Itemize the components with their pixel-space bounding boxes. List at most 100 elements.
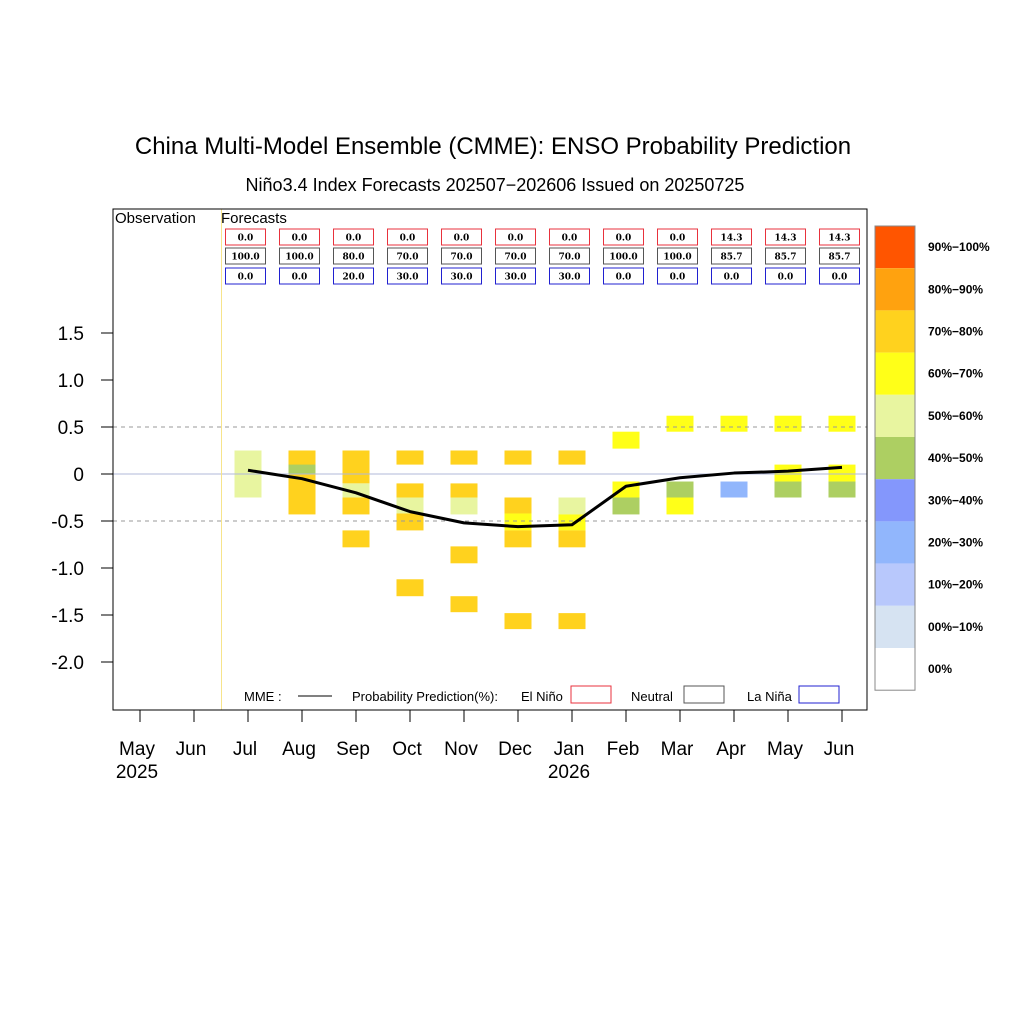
- y-tick-label: 0.5: [58, 418, 84, 439]
- prob-box-la-nina: [549, 267, 590, 285]
- prob-cell: [504, 613, 532, 630]
- legend-neutral-swatch: [683, 685, 725, 704]
- x-tick-label: Jan: [554, 739, 585, 760]
- prob-box-el-nino: [549, 228, 590, 246]
- prob-cell: [720, 481, 748, 498]
- prob-cell: [288, 464, 316, 474]
- x-tick-label: Feb: [607, 739, 640, 760]
- prob-box-el-nino: [333, 228, 374, 246]
- prob-box-la-nina: [225, 267, 266, 285]
- colorbar: 90%−100% 80%−90% 70%−80% 60%−70% 50%−60% 40%−…: [874, 225, 990, 691]
- prob-value-la-nina: 0.0: [724, 273, 740, 283]
- y-tick-label: -2.0: [51, 653, 84, 674]
- x-axis: May Jun Jul Aug Sep Oct Nov Dec Jan Feb Mar Apr May J…: [116, 710, 854, 783]
- x-tick-label: Mar: [661, 739, 694, 760]
- prob-value-la-nina: 30.0: [505, 273, 527, 283]
- prob-box-neutral: [279, 247, 320, 265]
- colorbar-label: 60%−70%: [928, 367, 983, 381]
- prob-box-el-nino: [765, 228, 806, 246]
- x-year-label: 2026: [548, 762, 590, 783]
- prob-cell: [342, 474, 370, 484]
- prob-value-neutral: 70.0: [505, 253, 527, 263]
- prob-value-el-nino: 0.0: [508, 234, 524, 244]
- legend-prob-label: Probability Prediction(%):: [352, 689, 498, 704]
- prob-value-neutral: 70.0: [559, 253, 581, 263]
- prob-value-el-nino: 0.0: [454, 234, 470, 244]
- prob-value-la-nina: 0.0: [616, 273, 632, 283]
- legend-neutral-label: Neutral: [631, 689, 673, 704]
- prob-value-el-nino: 0.0: [400, 234, 416, 244]
- prob-box-la-nina: [387, 267, 428, 285]
- colorbar-swatch: [875, 563, 915, 606]
- y-tick-label: -1.5: [51, 606, 84, 627]
- prob-value-el-nino: 0.0: [562, 234, 578, 244]
- prob-cell: [504, 450, 532, 465]
- x-tick-label: Dec: [498, 739, 532, 760]
- colorbar-label: 00%−10%: [928, 620, 983, 634]
- prob-box-neutral: [711, 247, 752, 265]
- prob-value-neutral: 85.7: [829, 253, 851, 263]
- prob-box-neutral: [495, 247, 536, 265]
- x-tick-label: May: [767, 739, 803, 760]
- x-tick-label: May: [119, 739, 155, 760]
- prob-box-el-nino: [711, 228, 752, 246]
- prob-value-el-nino: 0.0: [292, 234, 308, 244]
- prob-cell: [558, 530, 586, 548]
- prob-box-neutral: [387, 247, 428, 265]
- colorbar-label: 80%−90%: [928, 282, 983, 296]
- prob-cell: [504, 497, 532, 514]
- prob-value-la-nina: 0.0: [670, 273, 686, 283]
- prob-cell: [342, 530, 370, 548]
- prob-box-el-nino: [603, 228, 644, 246]
- y-tick-label: 1.5: [58, 324, 84, 345]
- colorbar-swatch: [875, 521, 915, 564]
- prob-cell: [396, 450, 424, 465]
- prob-value-el-nino: 0.0: [670, 234, 686, 244]
- prob-value-el-nino: 14.3: [721, 234, 743, 244]
- observation-label: Observation: [115, 210, 196, 227]
- colorbar-label: 10%−20%: [928, 578, 983, 592]
- colorbar-swatch: [875, 226, 915, 269]
- colorbar-label: 50%−60%: [928, 409, 983, 423]
- prob-value-el-nino: 0.0: [346, 234, 362, 244]
- prob-value-la-nina: 30.0: [451, 273, 473, 283]
- prob-cell: [450, 546, 478, 564]
- colorbar-label: 20%−30%: [928, 536, 983, 550]
- legend-la-nina-label: La Niña: [747, 689, 793, 704]
- prob-value-la-nina: 30.0: [559, 273, 581, 283]
- prob-box-la-nina: [711, 267, 752, 285]
- prob-cell: [558, 450, 586, 465]
- colorbar-swatch: [875, 394, 915, 437]
- prob-cell: [612, 431, 640, 449]
- colorbar-label: 00%: [928, 662, 952, 676]
- mme-series: [247, 465, 843, 529]
- prob-box-la-nina: [279, 267, 320, 285]
- prob-box-la-nina: [333, 267, 374, 285]
- x-tick-label: Jul: [233, 739, 257, 760]
- y-tick-label: 1.0: [58, 371, 84, 392]
- prob-cell: [396, 579, 424, 597]
- colorbar-swatch: [875, 310, 915, 353]
- y-tick-label: 0: [73, 465, 84, 486]
- prob-value-el-nino: 0.0: [616, 234, 632, 244]
- prob-box-el-nino: [441, 228, 482, 246]
- x-tick-label: Oct: [392, 739, 422, 760]
- prob-box-el-nino: [387, 228, 428, 246]
- mme-line: [247, 465, 843, 529]
- colorbar-label: 40%−50%: [928, 451, 983, 465]
- colorbar-label: 90%−100%: [928, 240, 990, 254]
- legend-el-nino-swatch: [570, 685, 612, 704]
- x-tick-label: Jun: [824, 739, 855, 760]
- prob-cell: [342, 450, 370, 474]
- prob-value-neutral: 100.0: [285, 253, 313, 263]
- forecasts-label: Forecasts: [221, 210, 287, 227]
- prob-cell: [720, 415, 748, 432]
- prob-value-la-nina: 20.0: [343, 273, 365, 283]
- prob-cell: [450, 450, 478, 465]
- prob-cell: [342, 497, 370, 515]
- prob-cell: [666, 415, 694, 432]
- prob-cell: [450, 596, 478, 613]
- prob-box-neutral: [549, 247, 590, 265]
- y-tick-label: -0.5: [51, 512, 84, 533]
